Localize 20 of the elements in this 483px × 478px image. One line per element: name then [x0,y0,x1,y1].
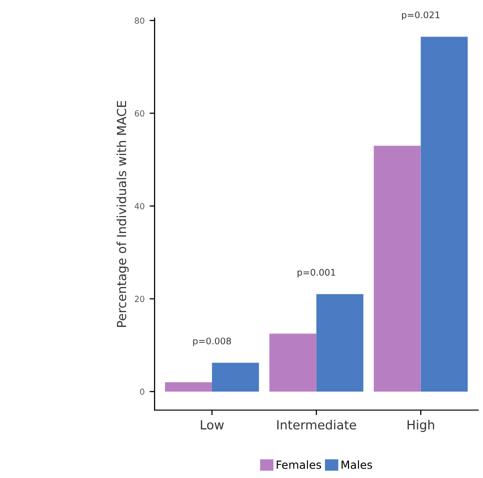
bar [269,334,316,392]
bar [374,146,421,392]
y-tick-label: 20 [134,296,144,302]
annotation: p=0.008 [193,338,231,346]
y-tick-label: 60 [134,110,144,117]
bar [420,36,468,392]
y-tick-label: 80 [134,17,144,24]
bar [165,382,212,392]
x-tick-label: Low [200,420,224,430]
annotation: p=0.021 [402,11,440,20]
legend-label: Females [276,460,322,469]
x-tick-label: High [408,420,434,432]
bar [212,362,259,392]
bar [316,294,364,392]
y-axis-title: Percentage of Individuals with MACE [116,100,129,327]
annotation: p=0.001 [298,268,336,278]
y-tick-label: 0 [140,388,144,395]
legend-label: Males [342,460,372,469]
y-tick-label: 40 [134,203,144,210]
x-tick-label: Intermediate [277,420,356,430]
